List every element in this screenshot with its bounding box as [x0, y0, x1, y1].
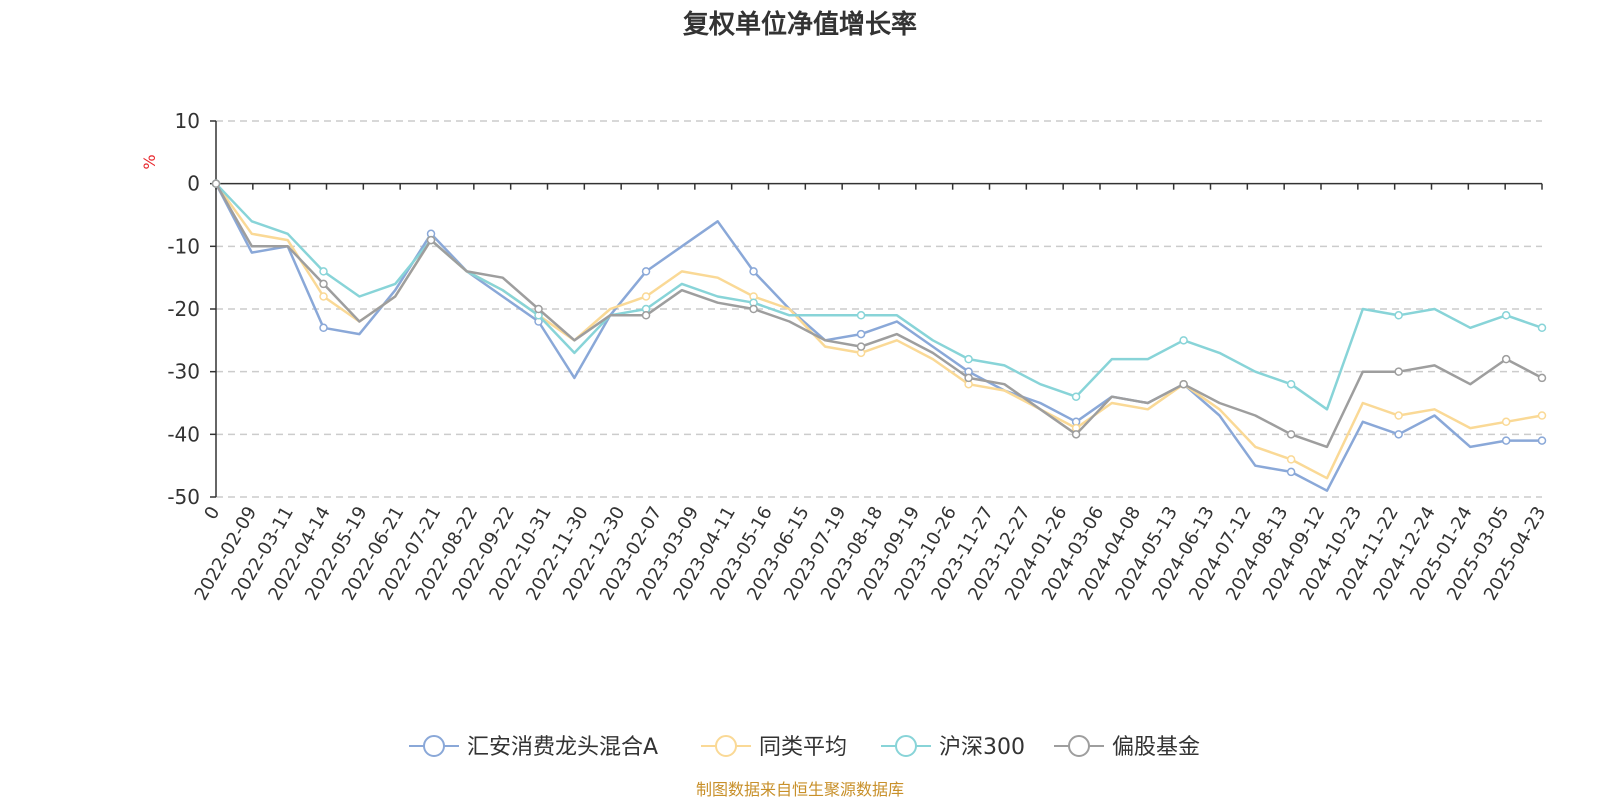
- legend-label: 汇安消费龙头混合A: [467, 735, 658, 760]
- series-line-4: [214, 183, 1543, 449]
- series-point: [1537, 323, 1547, 333]
- series-point: [1394, 411, 1403, 420]
- series-point: [856, 342, 866, 351]
- series-point: [1394, 311, 1403, 320]
- legend: 汇安消费龙头混合A 同类平均 沪深300 偏股基金: [409, 735, 1200, 760]
- series-point: [856, 311, 866, 320]
- series-line-3: [215, 182, 1543, 411]
- y-tick-label: -40: [167, 422, 200, 446]
- series-line-1: [214, 183, 1542, 492]
- series-point: [1537, 373, 1547, 383]
- series-point: [1286, 379, 1296, 389]
- legend-marker-icon: [423, 735, 445, 757]
- y-tick-label: 10: [175, 109, 200, 133]
- series-point: [1394, 367, 1403, 376]
- series-point: [1501, 436, 1511, 445]
- legend-item-3[interactable]: 沪深300: [881, 735, 1025, 760]
- legend-marker-icon: [715, 735, 737, 757]
- series-point: [1071, 430, 1081, 439]
- y-tick-label: -30: [167, 360, 200, 384]
- series-point: [319, 267, 328, 276]
- legend-item-2[interactable]: 同类平均: [701, 735, 847, 760]
- series-point: [1286, 430, 1296, 439]
- x-tick-label: 0: [200, 503, 224, 523]
- y-tick-label: -20: [167, 297, 200, 321]
- legend-marker-icon: [895, 735, 917, 757]
- axes: 100-10-20-30-40-5002022-02-092022-03-112…: [167, 109, 1550, 604]
- series-point: [964, 373, 973, 383]
- series-point: [749, 267, 758, 276]
- y-tick-label: -10: [167, 234, 200, 258]
- series-point: [534, 304, 543, 314]
- series-point: [319, 292, 328, 301]
- series-point: [319, 323, 328, 333]
- legend-label: 同类平均: [759, 735, 847, 760]
- legend-item-4[interactable]: 偏股基金: [1054, 735, 1200, 760]
- legend-label: 沪深300: [939, 735, 1025, 760]
- series-point: [1501, 417, 1511, 427]
- series-point: [964, 354, 973, 364]
- series-point: [1501, 311, 1511, 320]
- series-point: [1501, 354, 1511, 364]
- series-point: [641, 292, 651, 301]
- series-point: [1537, 411, 1547, 420]
- y-axis-unit: %: [140, 154, 159, 169]
- series-point: [1286, 455, 1296, 464]
- y-tick-label: -50: [167, 485, 200, 509]
- series-point: [641, 311, 651, 320]
- series-point: [426, 235, 436, 245]
- series-point: [211, 179, 221, 188]
- data-source-note: 制图数据来自恒生聚源数据库: [696, 780, 904, 799]
- grid-lines: [216, 120, 1542, 498]
- y-tick-label: 0: [187, 172, 200, 196]
- chart-title: 复权单位净值增长率: [683, 9, 917, 40]
- series-point: [1394, 430, 1403, 439]
- series-point: [1537, 436, 1547, 445]
- series-point: [1179, 336, 1188, 345]
- series-point: [641, 267, 651, 276]
- series-point: [1179, 379, 1188, 389]
- series-point: [749, 304, 758, 314]
- legend-label: 偏股基金: [1112, 735, 1200, 760]
- series-lines: [211, 179, 1547, 492]
- series-point: [856, 329, 866, 339]
- series-point: [319, 279, 328, 289]
- series-point: [1071, 392, 1081, 401]
- legend-item-1[interactable]: 汇安消费龙头混合A: [409, 735, 658, 760]
- legend-marker-icon: [1068, 735, 1090, 757]
- series-point: [1286, 467, 1296, 477]
